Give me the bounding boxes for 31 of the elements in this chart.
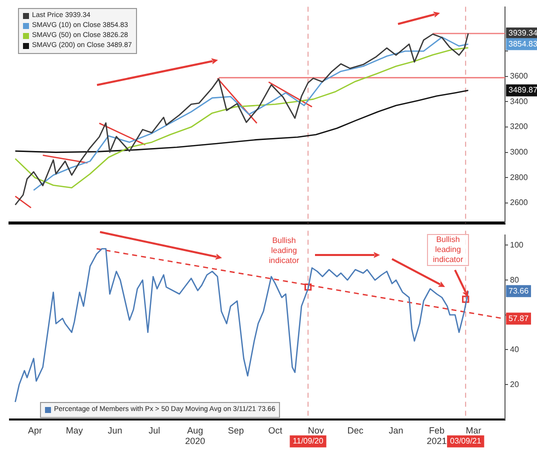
x-tick-label: Oct bbox=[268, 425, 283, 436]
ref-line-label: 03/09/21 bbox=[450, 436, 482, 446]
text: 3489.87 bbox=[508, 86, 537, 95]
y-tick-label: 100 bbox=[510, 240, 524, 250]
y-tick-label: 40 bbox=[510, 344, 520, 354]
y-tick-label: 3400 bbox=[510, 96, 528, 106]
text: 57.87 bbox=[508, 314, 530, 323]
x-tick-label: May bbox=[66, 425, 84, 436]
y-tick-label: 80 bbox=[510, 275, 520, 284]
x-tick-label: Aug 2020 bbox=[185, 425, 206, 446]
y-tick-label: 3200 bbox=[510, 122, 528, 132]
y-tick-label: 3000 bbox=[510, 148, 528, 157]
x-tick-label: Jan bbox=[388, 425, 404, 436]
x-tick-label: Nov bbox=[308, 425, 324, 436]
y-tick-label: 2600 bbox=[510, 198, 528, 208]
x-tick-label: Apr bbox=[28, 425, 42, 436]
y-tick-label: 20 bbox=[510, 380, 520, 389]
annotation: Bullish leading indicator bbox=[427, 234, 469, 266]
x-tick-label: Mar bbox=[466, 425, 482, 436]
x-tick-label: Feb 2021 bbox=[426, 425, 447, 446]
x-tick-label: Dec bbox=[347, 425, 364, 436]
y-tick-label: 2800 bbox=[510, 172, 528, 182]
x-tick-label: Sep bbox=[228, 425, 244, 436]
y-tick-label: 3600 bbox=[510, 72, 528, 81]
text: 3854.83 bbox=[508, 39, 537, 48]
annotation: Bullish leading indicator bbox=[262, 236, 306, 266]
text: 3939.34 bbox=[508, 28, 537, 38]
ref-line-label: 11/09/20 bbox=[292, 436, 324, 446]
x-tick-label: Jun bbox=[108, 425, 122, 436]
text: 73.66 bbox=[508, 286, 530, 296]
x-tick-label: Jul bbox=[148, 425, 160, 436]
